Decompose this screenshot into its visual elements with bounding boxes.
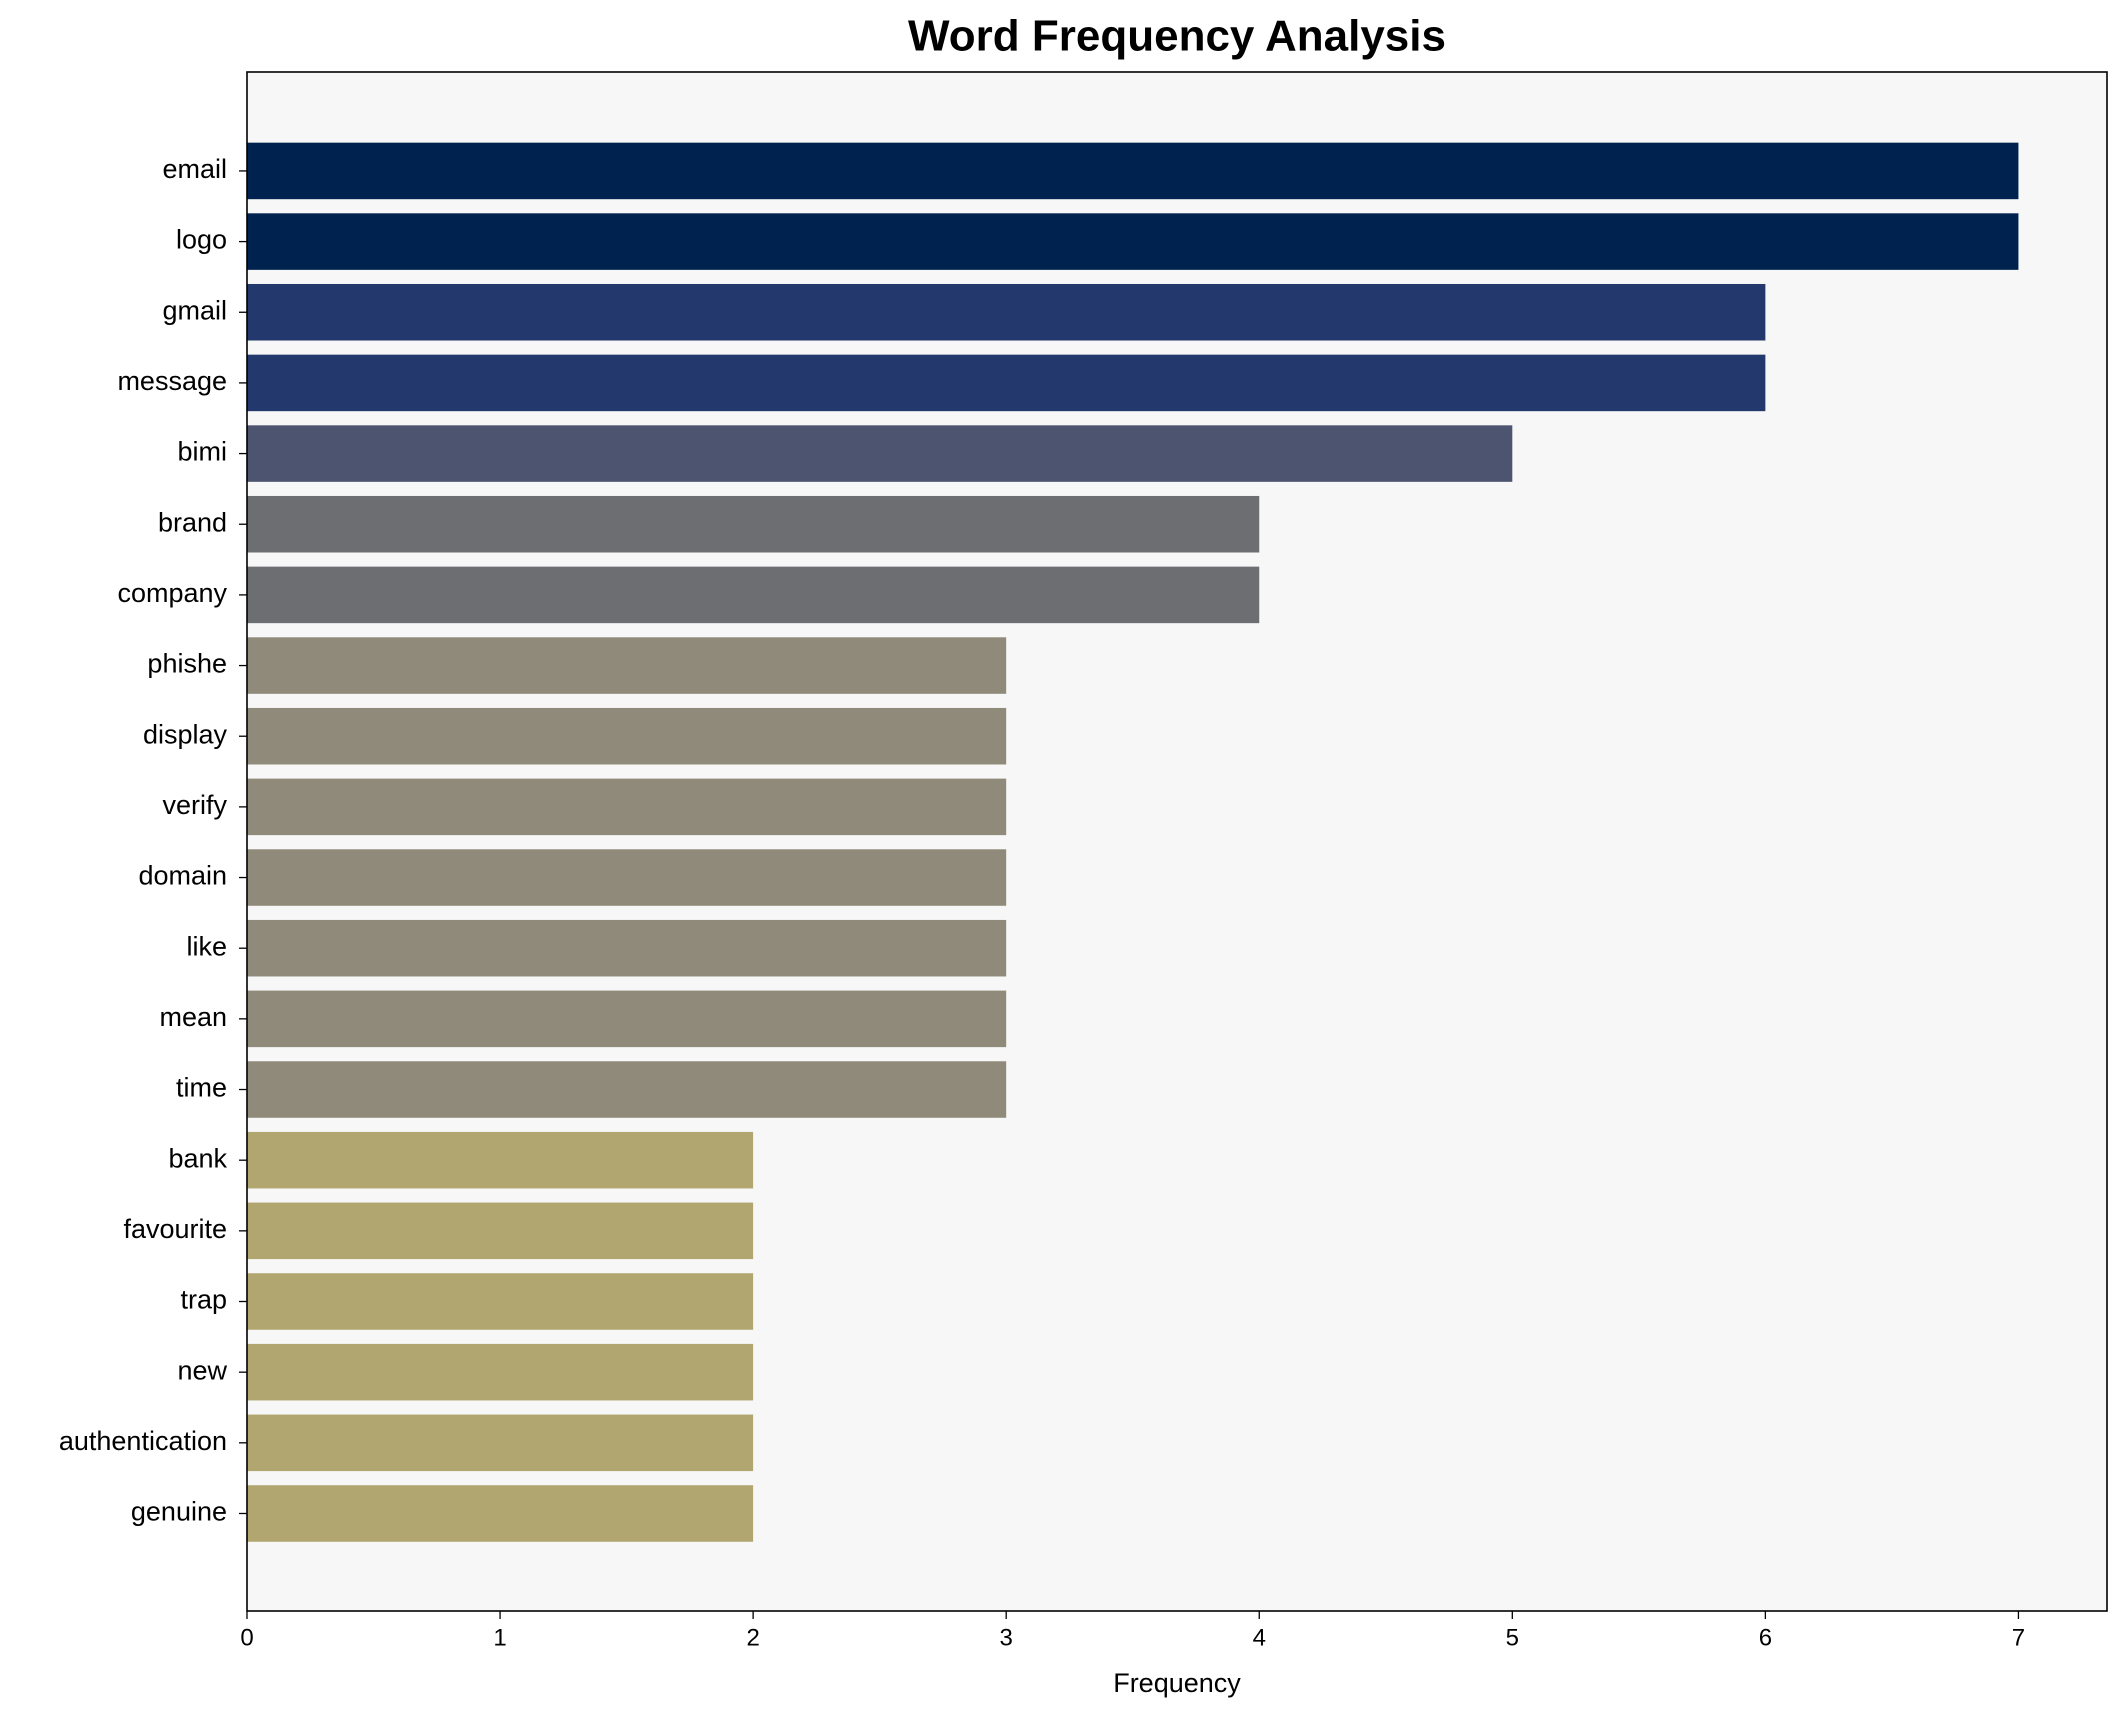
- bar: [247, 1061, 1007, 1118]
- chart-title: Word Frequency Analysis: [908, 12, 1446, 61]
- x-tick-label: 4: [1253, 1624, 1266, 1651]
- y-tick-label: message: [117, 366, 227, 396]
- x-tick-label: 1: [493, 1624, 506, 1651]
- y-tick-label: new: [177, 1355, 227, 1385]
- plot-frame: [246, 71, 2108, 1612]
- bar: [247, 354, 1766, 412]
- bar: [247, 213, 2019, 270]
- y-tick-label: display: [143, 719, 228, 749]
- y-tick-label: company: [117, 578, 227, 608]
- bar: [247, 1273, 754, 1330]
- bar: [247, 1131, 754, 1189]
- y-tick-label: trap: [180, 1285, 227, 1315]
- bar: [247, 1414, 754, 1472]
- y-tick-label: favourite: [123, 1214, 227, 1244]
- x-tick-label: 7: [2012, 1624, 2025, 1651]
- x-tick-label: 6: [1759, 1624, 1772, 1651]
- bar: [247, 637, 1007, 694]
- bar: [247, 707, 1007, 765]
- x-tick-label: 0: [240, 1624, 253, 1651]
- bar: [247, 1343, 754, 1401]
- bar: [247, 1202, 754, 1260]
- x-tick-label: 2: [746, 1624, 759, 1651]
- bar: [247, 919, 1007, 977]
- x-tick-label: 5: [1506, 1624, 1519, 1651]
- bar: [247, 142, 2019, 200]
- y-tick-label: brand: [158, 507, 227, 537]
- y-tick-label: bank: [168, 1143, 227, 1173]
- y-tick-label: email: [162, 154, 227, 184]
- y-tick-label: phishe: [147, 649, 227, 679]
- bar: [247, 990, 1007, 1048]
- y-tick-label: logo: [176, 225, 227, 255]
- y-tick-label: genuine: [131, 1497, 227, 1527]
- x-tick-label: 3: [1000, 1624, 1013, 1651]
- bar: [247, 283, 1766, 341]
- bar: [247, 849, 1007, 906]
- bar: [247, 566, 1260, 624]
- y-tick-label: time: [176, 1073, 227, 1103]
- bar: [247, 1485, 754, 1542]
- bar: [247, 425, 1513, 482]
- x-axis-label: Frequency: [1113, 1668, 1241, 1698]
- y-tick-label: mean: [159, 1002, 227, 1032]
- y-tick-label: domain: [138, 861, 227, 891]
- bar: [247, 778, 1007, 836]
- y-tick-label: like: [186, 931, 227, 961]
- y-tick-label: gmail: [162, 295, 227, 325]
- y-tick-label: verify: [162, 790, 227, 820]
- bar: [247, 495, 1260, 553]
- y-tick-label: authentication: [59, 1426, 227, 1456]
- y-tick-label: bimi: [177, 437, 227, 467]
